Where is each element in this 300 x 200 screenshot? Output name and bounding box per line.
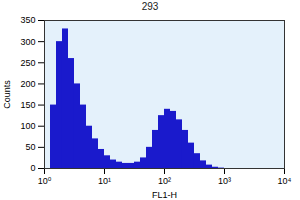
svg-text:150: 150 [20,100,35,110]
svg-text:100: 100 [20,121,35,131]
html-text:293: 293 [141,1,159,12]
svg-text:350: 350 [20,15,35,25]
svg-text:300: 300 [20,37,35,47]
svg-text:FL1-H: FL1-H [152,190,177,200]
svg-text:10⁰: 10⁰ [38,176,52,186]
svg-text:10¹: 10¹ [98,176,111,186]
svg-text:10²: 10² [158,176,171,186]
svg-text:Counts: Counts [2,80,12,109]
svg-text:10⁴: 10⁴ [278,176,292,186]
svg-text:0: 0 [30,163,35,173]
svg-text:10³: 10³ [218,176,231,186]
svg-text:250: 250 [20,58,35,68]
svg-text:200: 200 [20,79,35,89]
svg-text:50: 50 [25,142,35,152]
